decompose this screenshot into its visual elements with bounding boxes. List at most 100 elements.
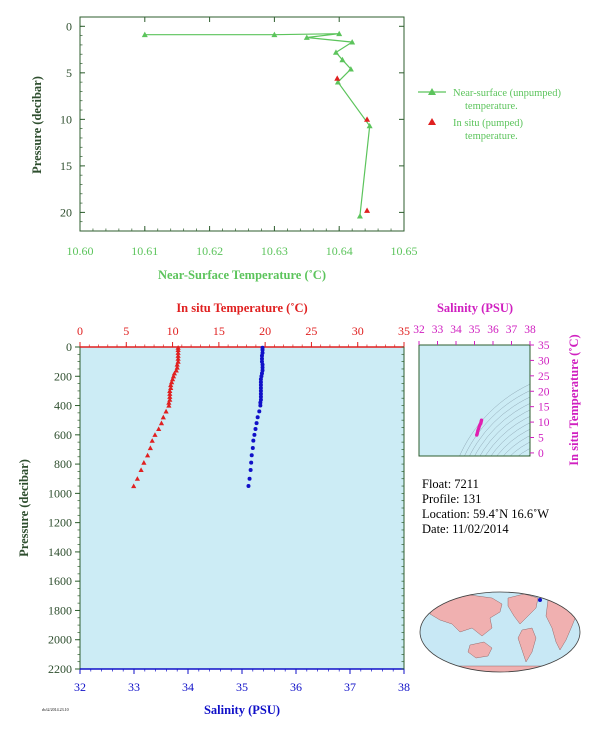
- salinity-point: [258, 377, 263, 382]
- ts-salinity-tick-label: 36: [487, 324, 499, 336]
- footer-id: rh/t2/2014.23.10: [42, 707, 69, 712]
- top-xtick-label: 10.62: [196, 244, 223, 258]
- temperature-point: [131, 483, 137, 489]
- salinity-point: [260, 362, 265, 367]
- landmass-asia: [429, 594, 503, 637]
- temperature-point: [166, 402, 172, 408]
- salinity-point: [246, 484, 251, 489]
- location: Location: 59.4˚N 16.6˚W: [422, 507, 550, 521]
- near-surface-point: [332, 49, 339, 55]
- ts-temperature-tick-label: 15: [538, 402, 550, 414]
- ts-temperature-tick-label: 10: [538, 417, 550, 429]
- temperature-tick-label: 30: [352, 324, 364, 338]
- in-situ-point: [364, 207, 371, 213]
- salinity-point: [258, 391, 263, 396]
- temperature-tick-labels: 0 5 10 15 20 25 30 35: [77, 324, 410, 338]
- pressure-tick-label: 800: [54, 457, 72, 471]
- salinity-tick-label: 38: [398, 680, 410, 694]
- temperature-point: [174, 364, 180, 370]
- float-id: Float: 7211: [422, 477, 479, 491]
- temperature-axis-label: In situ Temperature (˚C): [176, 301, 307, 315]
- temperature-point: [158, 420, 165, 426]
- ts-temperature-tick-label: 35: [538, 340, 550, 352]
- ts-temperature-tick-label: 20: [538, 386, 550, 398]
- pressure-tick-label: 1800: [48, 603, 72, 617]
- near-surface-point: [339, 56, 346, 63]
- landmass-north-america: [507, 593, 539, 625]
- salinity-point: [247, 476, 252, 481]
- landmass-australia: [467, 641, 493, 659]
- temperature-point: [138, 467, 144, 473]
- salinity-point: [249, 460, 254, 465]
- ts-diagram: 32 33 34 35 36 37 38 0 5 10 15 20 25 30 35 Salinity (…: [413, 301, 581, 466]
- salinity-point: [250, 445, 255, 450]
- ts-salinity-axis-label: Salinity (PSU): [437, 301, 513, 315]
- temperature-point: [141, 460, 147, 465]
- temperature-tick-label: 35: [398, 324, 410, 338]
- pressure-tick-label: 1600: [48, 574, 72, 588]
- temperature-point: [166, 400, 172, 405]
- temperature-point: [174, 361, 180, 367]
- temperature-point: [168, 385, 174, 391]
- temperature-point: [167, 391, 173, 396]
- legend-near-surface-marker: [428, 88, 436, 95]
- near-surface-plot: 10.60 10.61 10.62 10.63 10.64 10.65 05101520 …: [30, 16, 561, 282]
- temperature-point: [160, 414, 166, 420]
- temperature-tick-label: 20: [259, 324, 271, 338]
- ts-temperature-axis-label: In situ Temperature (˚C): [567, 334, 581, 465]
- legend-in-situ-line2: temperature.: [465, 131, 518, 142]
- temperature-point: [163, 408, 169, 414]
- temperature-point: [169, 379, 175, 385]
- temperature-point: [171, 370, 178, 376]
- top-xtick-label: 10.65: [391, 244, 418, 258]
- profile-plot: 0 5 10 15 20 25 30 35 32 33 34 35 36 37 38 0 200 400 600…: [17, 301, 410, 717]
- temperature-tick-label: 25: [305, 324, 317, 338]
- salinity-tick-labels: 32 33 34 35 36 37 38: [74, 680, 410, 694]
- salinity-tick-label: 34: [182, 680, 194, 694]
- temperature-point: [156, 426, 162, 432]
- pressure-tick-label: 200: [54, 369, 72, 383]
- ts-temperature-tick-label: 0: [538, 448, 544, 460]
- salinity-point: [258, 403, 263, 408]
- temperature-point: [152, 432, 158, 437]
- ts-temperature-tick-label: 30: [538, 355, 550, 367]
- near-surface-point: [336, 30, 343, 37]
- salinity-tick-label: 36: [290, 680, 302, 694]
- temperature-point: [167, 397, 173, 402]
- in-situ-point: [364, 116, 371, 122]
- profile-number: Profile: 131: [422, 492, 482, 506]
- temperature-point: [175, 359, 181, 364]
- temperature-point: [173, 367, 179, 373]
- salinity-point: [258, 385, 263, 390]
- ts-temperature-tick-label: 25: [538, 371, 550, 383]
- legend-near-surface-line2: temperature.: [465, 101, 518, 112]
- ts-salinity-tick-label: 32: [413, 324, 425, 336]
- temperature-point: [149, 438, 155, 443]
- temperature-point: [147, 445, 153, 451]
- pressure-tick-label: 1200: [48, 516, 72, 530]
- ts-salinity-tick-label: 35: [469, 324, 481, 336]
- pressure-tick-label: 2200: [48, 662, 72, 676]
- salinity-profile: [246, 345, 265, 489]
- salinity-point: [258, 383, 263, 388]
- salinity-point: [258, 380, 263, 385]
- salinity-point: [259, 356, 264, 361]
- ts-salinity-tick-labels: 32 33 34 35 36 37 38: [413, 324, 536, 336]
- temperature-point: [169, 376, 176, 382]
- salinity-point: [260, 347, 265, 352]
- legend: Near-surface (unpumped) temperature. In …: [418, 88, 561, 142]
- temperature-point: [170, 373, 177, 379]
- salinity-point: [257, 409, 262, 414]
- top-xtick-label: 10.60: [67, 244, 94, 258]
- near-surface-line: [144, 33, 371, 217]
- world-map: [419, 591, 581, 673]
- top-ytick-label: 20: [60, 205, 72, 219]
- temperature-point: [134, 476, 140, 481]
- float-info: Float: 7211 Profile: 131 Location: 59.4˚…: [422, 477, 549, 537]
- profile-plot-ticks: [75, 342, 405, 674]
- salinity-point: [259, 353, 264, 358]
- ts-salinity-tick-label: 34: [450, 324, 462, 336]
- ts-point: [475, 433, 479, 437]
- pressure-tick-label: 2000: [48, 633, 72, 647]
- top-plot-frame: [79, 16, 405, 232]
